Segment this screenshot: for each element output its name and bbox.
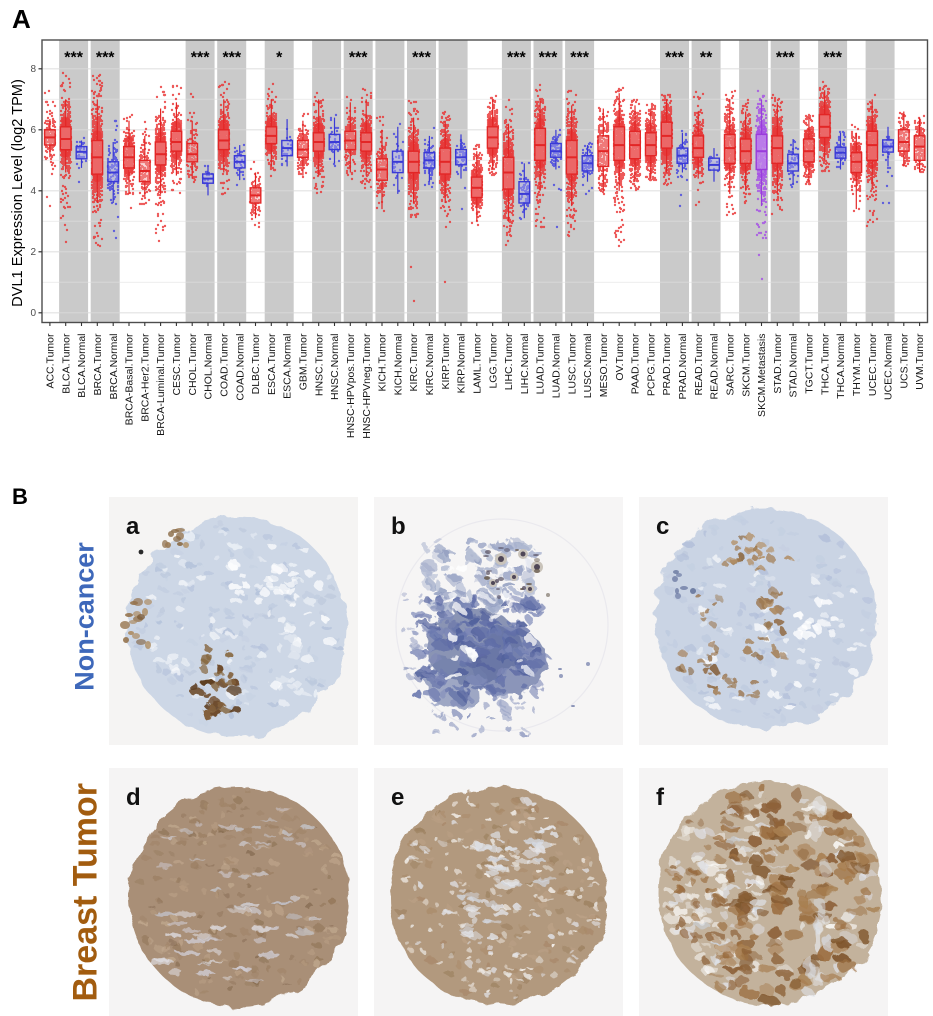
- svg-text:OV.Tumor: OV.Tumor: [614, 333, 626, 381]
- svg-text:THYM.Tumor: THYM.Tumor: [851, 333, 863, 396]
- svg-text:HNSC-HPVpos.Tumor: HNSC-HPVpos.Tumor: [345, 333, 357, 438]
- svg-text:2: 2: [30, 247, 36, 258]
- svg-text:STAD.Normal: STAD.Normal: [788, 334, 800, 398]
- svg-text:COAD.Normal: COAD.Normal: [234, 334, 246, 401]
- svg-text:KICH.Tumor: KICH.Tumor: [377, 333, 389, 391]
- svg-text:ESCA.Tumor: ESCA.Tumor: [266, 333, 278, 395]
- svg-text:c: c: [656, 513, 669, 540]
- svg-text:LIHC.Tumor: LIHC.Tumor: [503, 333, 515, 390]
- svg-text:BRCA.Tumor: BRCA.Tumor: [92, 333, 104, 396]
- svg-text:TGCT.Tumor: TGCT.Tumor: [804, 333, 816, 394]
- svg-text:UCEC.Tumor: UCEC.Tumor: [867, 333, 879, 396]
- svg-text:BLCA.Tumor: BLCA.Tumor: [60, 333, 72, 394]
- svg-text:UCEC.Normal: UCEC.Normal: [883, 334, 895, 401]
- svg-text:8: 8: [30, 64, 36, 75]
- svg-text:0: 0: [30, 308, 36, 319]
- svg-text:SKCM.Tumor: SKCM.Tumor: [740, 333, 752, 397]
- svg-text:***: ***: [349, 50, 368, 67]
- svg-text:***: ***: [507, 50, 526, 67]
- svg-text:CHOL.Tumor: CHOL.Tumor: [187, 333, 199, 396]
- svg-text:a: a: [126, 513, 140, 540]
- svg-text:BRCA-Luminal.Tumor: BRCA-Luminal.Tumor: [155, 333, 167, 436]
- svg-text:KIRP.Tumor: KIRP.Tumor: [440, 333, 452, 390]
- svg-text:6: 6: [30, 125, 36, 136]
- svg-text:CESC.Tumor: CESC.Tumor: [171, 333, 183, 396]
- svg-text:UVM.Tumor: UVM.Tumor: [914, 333, 926, 390]
- svg-text:BLCA.Normal: BLCA.Normal: [76, 334, 88, 398]
- svg-text:PCPG.Tumor: PCPG.Tumor: [645, 333, 657, 396]
- svg-text:THCA.Normal: THCA.Normal: [835, 334, 847, 399]
- svg-text:KICH.Normal: KICH.Normal: [392, 334, 404, 396]
- svg-text:UCS.Tumor: UCS.Tumor: [898, 333, 910, 389]
- svg-text:HNSC.Normal: HNSC.Normal: [329, 334, 341, 401]
- svg-text:CHOL.Normal: CHOL.Normal: [203, 334, 215, 400]
- svg-text:b: b: [391, 513, 406, 540]
- svg-text:**: **: [700, 50, 713, 67]
- svg-text:SARC.Tumor: SARC.Tumor: [724, 333, 736, 396]
- svg-text:d: d: [126, 784, 141, 811]
- svg-text:COAD.Tumor: COAD.Tumor: [218, 333, 230, 397]
- svg-text:4: 4: [30, 186, 36, 197]
- svg-text:GBM.Tumor: GBM.Tumor: [298, 333, 310, 390]
- svg-text:LAML.Tumor: LAML.Tumor: [471, 333, 483, 394]
- svg-text:ACC.Tumor: ACC.Tumor: [45, 333, 57, 389]
- svg-text:f: f: [656, 784, 665, 811]
- svg-text:***: ***: [222, 50, 241, 67]
- svg-text:THCA.Tumor: THCA.Tumor: [819, 333, 831, 395]
- svg-text:e: e: [391, 784, 404, 811]
- svg-text:***: ***: [64, 50, 83, 67]
- svg-text:LIHC.Normal: LIHC.Normal: [519, 334, 531, 395]
- svg-text:HNSC-HPVneg.Tumor: HNSC-HPVneg.Tumor: [361, 333, 373, 439]
- svg-text:LUSC.Normal: LUSC.Normal: [582, 334, 594, 399]
- svg-text:DLBC.Tumor: DLBC.Tumor: [250, 333, 262, 394]
- svg-text:ESCA.Normal: ESCA.Normal: [282, 334, 294, 399]
- svg-text:BRCA-Her2.Tumor: BRCA-Her2.Tumor: [139, 333, 151, 422]
- svg-text:PRAD.Tumor: PRAD.Tumor: [661, 333, 673, 396]
- svg-text:MESO.Tumor: MESO.Tumor: [598, 333, 610, 397]
- svg-text:LUAD.Normal: LUAD.Normal: [551, 334, 563, 399]
- svg-text:***: ***: [96, 50, 115, 67]
- svg-text:STAD.Tumor: STAD.Tumor: [772, 333, 784, 394]
- svg-text:HNSC.Tumor: HNSC.Tumor: [313, 333, 325, 396]
- svg-text:LGG.Tumor: LGG.Tumor: [487, 333, 499, 389]
- svg-text:LUSC.Tumor: LUSC.Tumor: [566, 333, 578, 394]
- svg-text:READ.Tumor: READ.Tumor: [693, 333, 705, 396]
- svg-text:***: ***: [823, 50, 842, 67]
- svg-text:KIRC.Normal: KIRC.Normal: [424, 334, 436, 396]
- svg-text:DVL1 Expression Level (log2 TP: DVL1 Expression Level (log2 TPM): [10, 79, 26, 307]
- svg-text:READ.Normal: READ.Normal: [709, 334, 721, 400]
- svg-text:SKCM.Metastasis: SKCM.Metastasis: [756, 334, 768, 417]
- svg-text:***: ***: [776, 50, 795, 67]
- svg-text:***: ***: [412, 50, 431, 67]
- svg-text:***: ***: [539, 50, 558, 67]
- svg-text:***: ***: [570, 50, 589, 67]
- svg-text:***: ***: [191, 50, 210, 67]
- svg-text:PAAD.Tumor: PAAD.Tumor: [630, 333, 642, 394]
- svg-text:*: *: [276, 50, 283, 67]
- svg-text:KIRC.Tumor: KIRC.Tumor: [408, 333, 420, 391]
- svg-text:BRCA.Normal: BRCA.Normal: [108, 334, 120, 400]
- svg-text:***: ***: [665, 50, 684, 67]
- svg-text:PRAD.Normal: PRAD.Normal: [677, 334, 689, 400]
- svg-text:BRCA-Basal.Tumor: BRCA-Basal.Tumor: [124, 333, 136, 425]
- svg-text:KIRP.Normal: KIRP.Normal: [456, 334, 468, 394]
- svg-text:LUAD.Tumor: LUAD.Tumor: [535, 333, 547, 394]
